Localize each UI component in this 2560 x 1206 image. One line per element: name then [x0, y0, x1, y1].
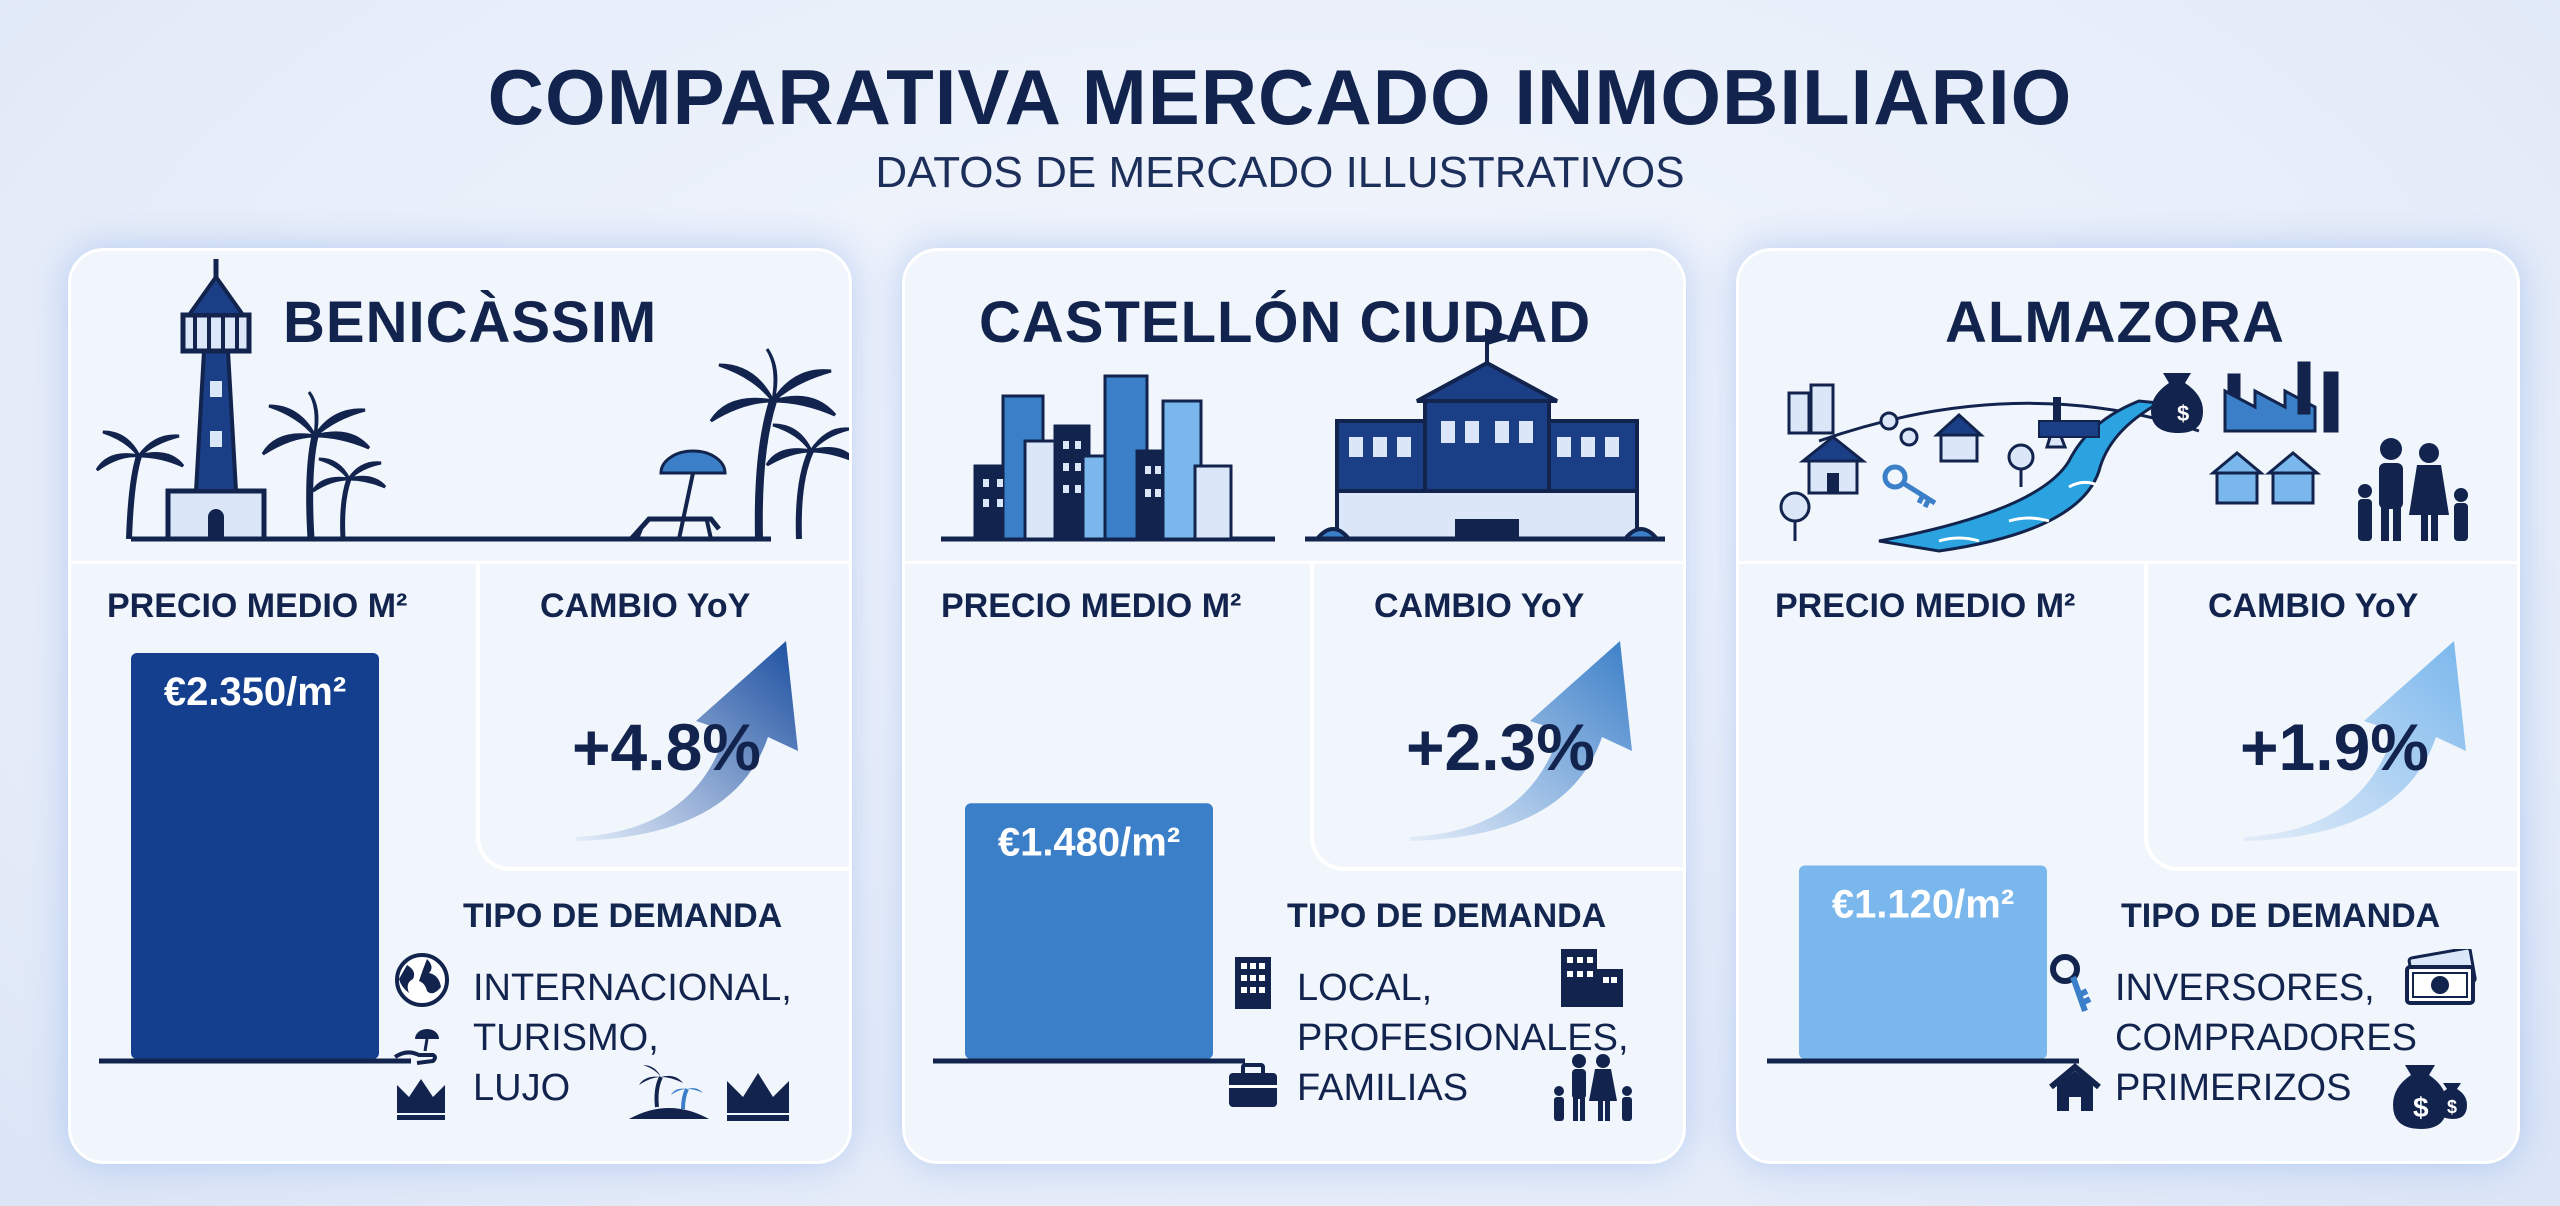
page-title: COMPARATIVA MERCADO INMOBILIARIO [487, 53, 2073, 141]
card-title: CASTELLÓN CIUDAD [979, 290, 1592, 355]
demand-title: TIPO DE DEMANDA [2121, 897, 2441, 935]
card-title: ALMAZORA [1945, 290, 2285, 355]
svg-text:$: $ [2413, 1092, 2429, 1123]
bar-area: €2.350/m² [71, 561, 476, 1141]
divider [905, 561, 1683, 564]
building-icon [1235, 957, 1271, 1009]
price-bar-label: €2.350/m² [164, 670, 346, 714]
bar-area: €1.480/m² [905, 561, 1310, 1141]
house-icon [2049, 1063, 2101, 1111]
scene-castellon [905, 251, 1683, 561]
lighthouse-beach-illustration [95, 259, 849, 542]
scene-benicassim [71, 251, 849, 561]
price-bar-label: €1.120/m² [1832, 883, 2014, 927]
demand-title: TIPO DE DEMANDA [1287, 897, 1607, 935]
demand-item: TURISMO, [473, 1017, 659, 1059]
yoy-value: +1.9% [2240, 710, 2429, 784]
town-river-icon [1779, 383, 2164, 553]
demand-item: INTERNACIONAL, [473, 967, 792, 1009]
price-bar-label: €1.480/m² [998, 820, 1180, 864]
hand-umbrella-icon [393, 1029, 439, 1065]
island-icon [629, 1065, 709, 1119]
money-bags-icon: $ $ [2393, 1065, 2467, 1129]
banknote-icon [2405, 949, 2477, 1005]
demand-item: LUJO [473, 1067, 571, 1109]
svg-text:$: $ [2177, 401, 2189, 426]
price-label: PRECIO MEDIO M² [1775, 587, 2076, 625]
skyline-icon [973, 374, 1233, 541]
crown-icon [397, 1079, 445, 1120]
city-illustration [941, 328, 1665, 542]
globe-icon [395, 953, 449, 1007]
beach-umbrella-icon [629, 449, 727, 541]
trend-arrow-icon [2244, 641, 2466, 841]
yoy-label: CAMBIO YoY [2208, 587, 2419, 625]
divider [1739, 561, 2517, 564]
city-hall-icon [1312, 328, 1662, 541]
demand-item: LOCAL, [1297, 967, 1433, 1009]
yoy-panel: CAMBIO YoY +2.3% [1310, 561, 1683, 871]
yoy-value: +2.3% [1406, 710, 1595, 784]
price-label: PRECIO MEDIO M² [107, 587, 408, 625]
yoy-value: +4.8% [572, 710, 761, 784]
page-subtitle: DATOS DE MERCADO ILLUSTRATIVOS [875, 148, 1685, 197]
bar-chart-castellon: €1.480/m² [933, 803, 1245, 1064]
price-bar [131, 653, 379, 1059]
yoy-panel: CAMBIO YoY +1.9% [2144, 561, 2517, 871]
yoy-panel: CAMBIO YoY +4.8% [476, 561, 849, 871]
palm-tree-icon [709, 348, 849, 540]
bar-chart-almazora: €1.120/m² [1767, 865, 2079, 1064]
bar-chart-benicassim: €2.350/m² [99, 653, 411, 1064]
card-castellon: CASTELLÓN CIUDAD PRECIO MEDIO M² €1.480/… [902, 248, 1686, 1164]
factory-icon [2223, 361, 2339, 433]
family-icon [1554, 1054, 1632, 1121]
price-label: PRECIO MEDIO M² [941, 587, 1242, 625]
bar-area: €1.120/m² [1739, 561, 2144, 1141]
svg-text:$: $ [2447, 1097, 2457, 1117]
building-icon [1561, 949, 1623, 1007]
lighthouse-icon [165, 259, 267, 542]
demand-item: COMPRADORES [2115, 1017, 2417, 1059]
key-icon [1882, 464, 1937, 509]
briefcase-icon [1229, 1063, 1277, 1107]
divider [71, 561, 849, 564]
price-bar [965, 803, 1213, 1059]
demand-item: FAMILIAS [1297, 1067, 1469, 1109]
price-bar [1799, 865, 2047, 1059]
demand-title: TIPO DE DEMANDA [463, 897, 783, 935]
yoy-label: CAMBIO YoY [1374, 587, 1585, 625]
demand-item: PRIMERIZOS [2115, 1067, 2352, 1109]
palm-tree-icon [95, 391, 387, 540]
card-benicassim: BENICÀSSIM PRECIO MEDIO M² €2.350/m² CAM… [68, 248, 852, 1164]
money-bags-icon: $ [2151, 373, 2203, 433]
trend-arrow-icon [576, 641, 798, 841]
card-almazora: $ ALMAZORA PRECIO MEDIO M² €1.120/m² [1736, 248, 2520, 1164]
town-river-illustration: $ [1779, 361, 2468, 553]
demand-item: INVERSORES, [2115, 967, 2375, 1009]
trend-arrow-icon [1410, 641, 1632, 841]
card-title: BENICÀSSIM [283, 290, 658, 355]
key-icon [2050, 954, 2092, 1012]
crown-icon [727, 1073, 789, 1121]
family-icon [2358, 438, 2468, 541]
demand-item: PROFESIONALES, [1297, 1017, 1629, 1059]
scene-almazora: $ [1739, 251, 2517, 561]
yoy-label: CAMBIO YoY [540, 587, 751, 625]
